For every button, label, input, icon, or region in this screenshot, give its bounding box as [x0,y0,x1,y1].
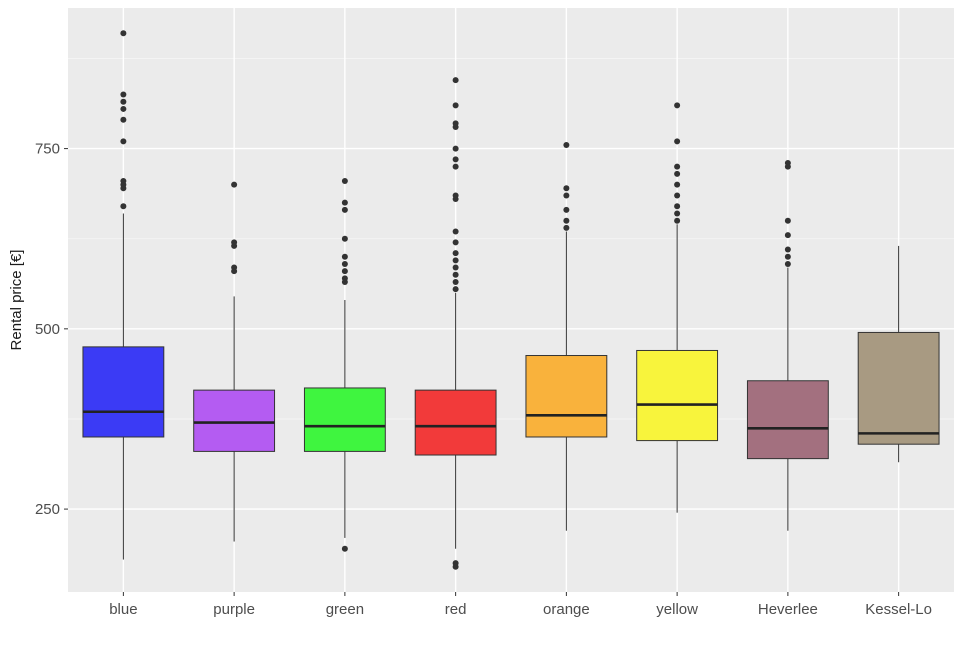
outlier-point [784,260,791,267]
outlier-point [674,181,681,188]
iqr-box [857,331,940,445]
outlier-point [341,545,348,552]
outlier-point [563,185,570,192]
outlier-point [563,206,570,213]
outlier-point [452,239,459,246]
y-tick-label: 750 [35,141,60,158]
outlier-point [120,203,127,210]
outlier-point [452,257,459,264]
outlier-point [784,217,791,224]
outlier-point [452,228,459,235]
outlier-point [784,232,791,239]
box-blue [82,30,165,560]
x-tick-label: purple [213,601,255,618]
box-Kessel-Lo [857,245,940,463]
outlier-point [120,105,127,112]
x-tick-label: orange [543,601,590,618]
iqr-box [82,346,165,438]
x-tick-label: yellow [656,601,698,618]
outlier-point [452,560,459,567]
outlier-point [674,203,681,210]
y-tick-label: 250 [35,501,60,518]
outlier-point [563,224,570,231]
outlier-point [120,116,127,123]
outlier-point [563,217,570,224]
x-tick-label: red [445,601,467,618]
iqr-box [193,389,276,452]
outlier-point [120,91,127,98]
outlier-point [674,163,681,170]
outlier-point [784,253,791,260]
outlier-point [120,98,127,105]
outlier-point [674,217,681,224]
iqr-box [636,349,719,442]
iqr-box [414,389,497,456]
outlier-point [452,192,459,199]
outlier-point [452,250,459,257]
outlier-point [452,271,459,278]
box-red [414,77,497,570]
outlier-point [452,156,459,163]
outlier-point [452,286,459,293]
box-yellow [636,102,719,513]
iqr-box [746,380,829,460]
outlier-point [452,264,459,271]
outlier-point [231,239,238,246]
box-green [303,178,386,552]
outlier-point [674,192,681,199]
outlier-point [120,30,127,37]
x-tick-label: Heverlee [758,601,818,618]
outlier-point [784,246,791,253]
outlier-point [452,120,459,127]
iqr-box [303,387,386,452]
box-orange [525,141,608,531]
y-tick-label: 500 [35,321,60,338]
panel-background [68,8,954,592]
outlier-point [341,235,348,242]
box-purple [193,181,276,542]
axes: 250 500 750 blue purple green red orange yellow H… [35,141,932,618]
iqr-box [525,355,608,438]
outlier-point [231,264,238,271]
outlier-point [341,199,348,206]
outlier-point [452,102,459,109]
outlier-point [341,268,348,275]
box-Heverlee [746,160,829,531]
outlier-point [341,275,348,282]
x-tick-label: green [326,601,364,618]
outlier-point [452,278,459,285]
x-tick-label: blue [109,601,137,618]
outlier-point [341,206,348,213]
outlier-point [563,141,570,148]
outlier-point [674,138,681,145]
outlier-point [674,210,681,217]
outlier-point [452,77,459,84]
y-axis-title: Rental price [€] [8,250,25,351]
outlier-point [563,192,570,199]
boxes [82,30,940,570]
outlier-point [120,138,127,145]
outlier-point [341,178,348,185]
outlier-point [341,260,348,267]
outlier-point [452,163,459,170]
outlier-point [452,145,459,152]
outlier-point [120,178,127,185]
outlier-point [231,181,238,188]
outlier-point [674,170,681,177]
outlier-point [341,253,348,260]
outlier-point [784,160,791,167]
x-tick-label: Kessel-Lo [865,601,932,618]
outlier-point [674,102,681,109]
